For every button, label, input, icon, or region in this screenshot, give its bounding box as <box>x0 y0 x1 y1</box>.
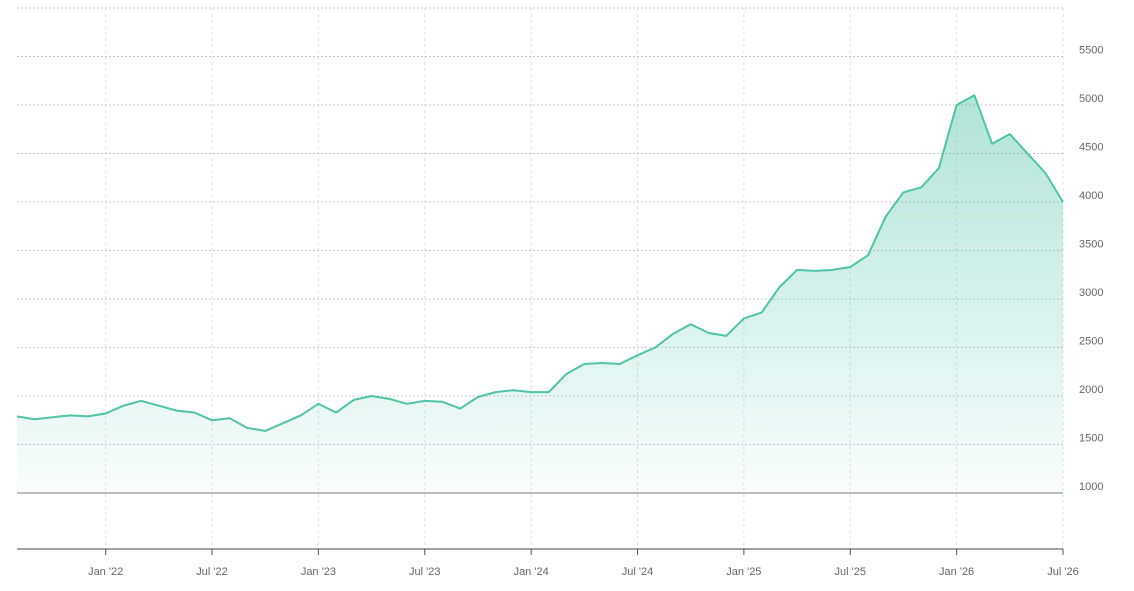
y-tick-label: 2500 <box>1079 336 1103 348</box>
x-tick-label: Jan '22 <box>88 566 123 578</box>
y-tick-label: 1000 <box>1079 481 1103 493</box>
y-tick-label: 4500 <box>1079 142 1103 154</box>
y-tick-label: 5500 <box>1079 45 1103 57</box>
y-tick-label: 5000 <box>1079 93 1103 105</box>
x-tick-label: Jan '24 <box>514 566 549 578</box>
x-tick-label: Jan '23 <box>301 566 336 578</box>
x-tick-label: Jan '26 <box>939 566 974 578</box>
y-tick-label: 3500 <box>1079 239 1103 251</box>
area <box>17 95 1063 494</box>
x-tick-label: Jul '24 <box>622 566 653 578</box>
y-tick-label: 3000 <box>1079 287 1103 299</box>
x-tick-label: Jul '22 <box>196 566 227 578</box>
y-tick-label: 4000 <box>1079 190 1103 202</box>
y-tick-label: 1500 <box>1079 433 1103 445</box>
y-tick-label: 2000 <box>1079 384 1103 396</box>
line <box>16 94 1064 432</box>
x-tick-label: Jan '25 <box>726 566 761 578</box>
x-tick-label: Jul '25 <box>835 566 866 578</box>
x-tick-label: Jul '26 <box>1047 566 1078 578</box>
x-tick-label: Jul '23 <box>409 566 440 578</box>
